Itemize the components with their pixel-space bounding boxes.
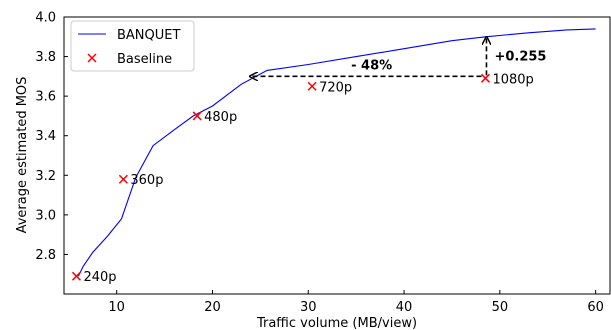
y-tick-label: 3.6	[35, 90, 56, 105]
y-axis-label: Average estimated MOS	[15, 77, 30, 234]
baseline-point-label: 1080p	[492, 72, 533, 87]
x-tick-label: 30	[300, 300, 317, 315]
annotation-mos-gain: +0.255	[494, 50, 546, 65]
baseline-point	[480, 73, 491, 83]
x-tick-label: 20	[204, 300, 221, 315]
x-axis-ticks: 10 20 30 40 50 60	[108, 290, 604, 315]
baseline-point-label: 480p	[204, 110, 237, 125]
legend-banquet-label: BANQUET	[117, 28, 180, 43]
y-tick-label: 3.4	[35, 129, 56, 144]
x-tick-label: 50	[492, 300, 509, 315]
annotation-traffic-reduction: - 48%	[351, 58, 392, 73]
baseline-series-points: 240p 360p 480p 720p 1080p	[71, 72, 534, 285]
baseline-point-label: 360p	[130, 173, 163, 188]
y-tick-label: 3.0	[35, 208, 56, 223]
baseline-point	[71, 271, 81, 281]
baseline-point	[307, 81, 317, 91]
y-axis-ticks: 2.8 3.0 3.2 3.4 3.6 3.8 4.0	[35, 11, 68, 263]
y-tick-label: 3.8	[35, 50, 56, 65]
x-tick-label: 60	[587, 300, 604, 315]
legend: BANQUET Baseline	[70, 20, 195, 72]
baseline-point-label: 720p	[319, 80, 352, 95]
y-tick-label: 3.2	[35, 169, 56, 184]
x-tick-label: 10	[108, 300, 125, 315]
y-tick-label: 4.0	[35, 11, 56, 26]
banquet-series-line	[77, 28, 596, 277]
baseline-point-label: 240p	[83, 270, 116, 285]
baseline-point	[192, 111, 202, 121]
y-tick-label: 2.8	[35, 248, 56, 263]
x-tick-label: 40	[396, 300, 413, 315]
legend-baseline-swatch	[87, 53, 97, 63]
x-axis-label: Traffic volume (MB/view)	[256, 316, 417, 330]
legend-baseline-label: Baseline	[117, 52, 172, 67]
baseline-point	[118, 174, 128, 184]
